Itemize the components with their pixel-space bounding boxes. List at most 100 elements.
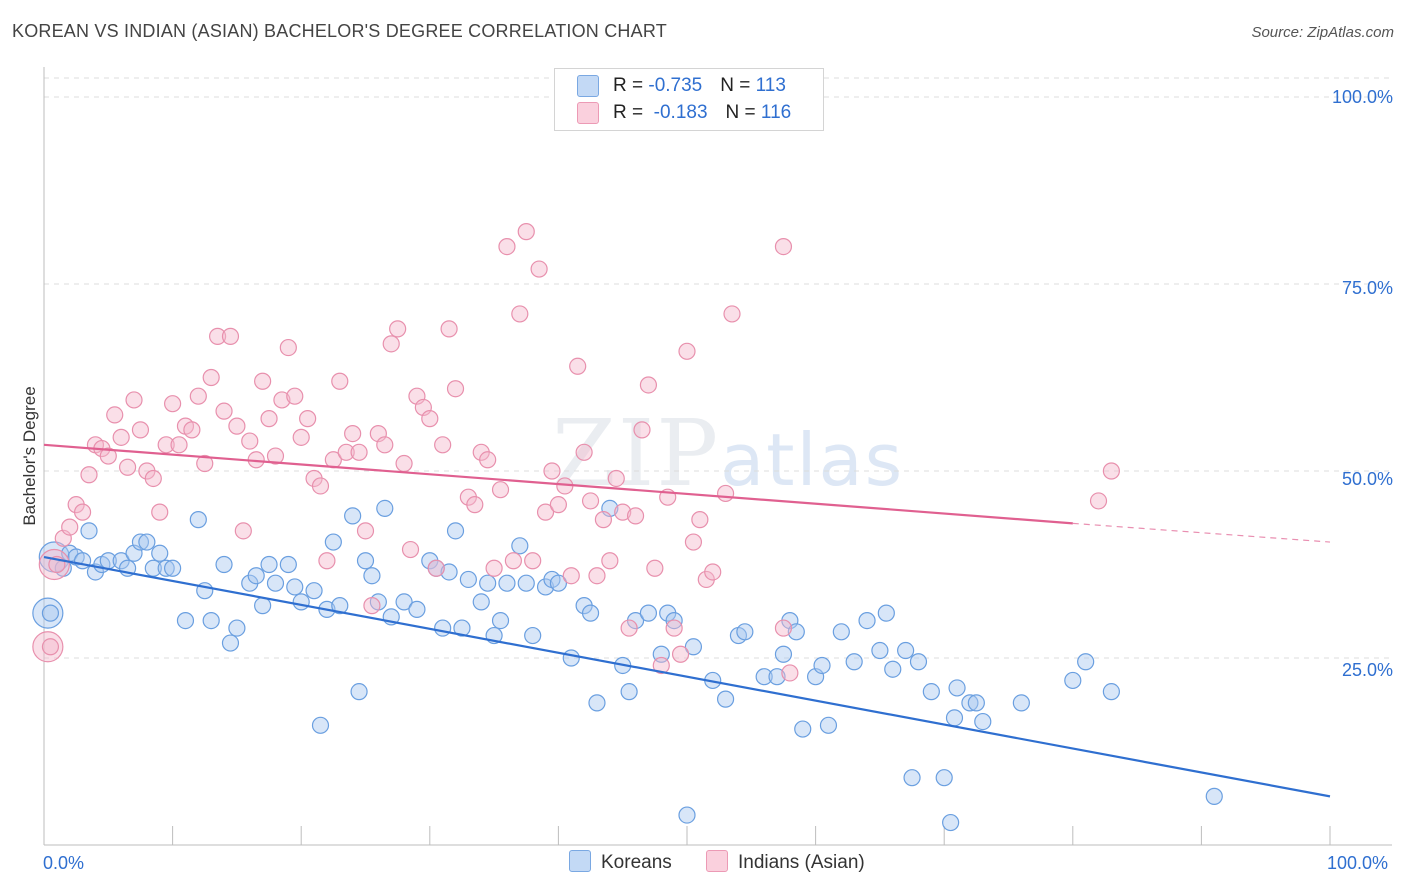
indian-point [41,638,60,656]
korean-point [524,626,542,645]
korean-point [215,555,233,574]
bottom-legend-indians: Indians (Asian) [706,850,865,874]
indian-point [723,305,741,323]
indian-point [299,410,317,428]
indian-point [646,559,664,577]
indian-point [543,462,561,480]
korean-point [1012,694,1030,712]
bottom-legend-label-koreans: Koreans [601,852,672,874]
indian-point [344,425,362,443]
korean-point [80,522,98,540]
indian-point [581,492,600,510]
indian-point [569,357,587,375]
korean-point [157,559,175,577]
korean-point [1102,683,1120,701]
korean-point [363,567,381,585]
korean-point [434,619,452,637]
indian-point [588,567,606,585]
korean-point [967,694,985,712]
bottom-legend-label-indians: Indians (Asian) [738,852,865,874]
indian-point [614,503,632,521]
indian-point [164,395,182,413]
indian-point [575,443,593,461]
indian-point [202,368,220,387]
korean-point [395,593,413,611]
indian-point [421,410,439,428]
korean-point [948,679,966,697]
korean-point [562,649,580,667]
korean-point [922,683,940,701]
indian-point [234,522,252,540]
indian-point [594,511,613,529]
korean-point [144,559,162,577]
indian-point [466,496,484,514]
korean-point [639,604,658,622]
korean-point [794,720,812,738]
korean-point [945,709,964,727]
korean-point [479,574,497,592]
indian-point [1102,462,1120,480]
indian-point [228,417,246,435]
korean-point [588,694,606,712]
indian-point [112,428,130,446]
korean-point [41,604,60,622]
indian-point [427,559,445,577]
korean-point [331,597,349,615]
korean-point [909,653,928,671]
indian-point [363,597,381,615]
korean-point [549,574,568,592]
korean-point [813,656,831,675]
korean-point [1064,671,1082,690]
korean-point [356,552,375,570]
indian-point [382,335,400,353]
korean-point [871,641,889,660]
indian-point [318,552,336,570]
korean-point [292,593,310,611]
indian-point [511,305,529,323]
indian-point [517,223,535,241]
indian-point [620,619,638,637]
legend-n-value: 116 [760,102,792,124]
indian-point [286,387,304,405]
chart-title: KOREAN VS INDIAN (ASIAN) BACHELOR'S DEGR… [12,21,667,41]
korean-point [1205,787,1223,805]
korean-point [768,668,786,686]
indian-point [691,511,709,529]
indian-point [144,469,162,488]
korean-point [736,623,754,641]
korean-point [787,623,805,641]
bottom-legend-swatch-indians [706,850,728,872]
legend-n-value: 113 [755,75,786,97]
indian-point [292,428,310,446]
korean-point [832,623,850,641]
indian-point [99,447,117,465]
indian-point [279,338,297,357]
korean-point [498,574,516,592]
indian-point [774,238,793,256]
y-tick-label-100: 100.0% [1331,87,1393,107]
korean-point [228,619,246,637]
korean-point [819,716,838,734]
y-tick-label-25: 25.0% [1341,660,1393,680]
indian-point [157,436,175,454]
indian-point [196,454,214,473]
korean-point [581,604,600,622]
korean-point [453,619,471,637]
indian-point [1089,492,1108,510]
indian-point [125,391,143,409]
korean-point [189,511,207,529]
y-tick-label-50: 50.0% [1341,469,1393,489]
indian-point [781,664,799,682]
indian-point [337,443,355,461]
legend-n-label: N = [720,75,756,97]
korean-point [678,806,696,824]
indian-point [273,391,291,409]
indian-point [73,503,92,521]
korean-large-point [32,597,64,629]
indian-point [434,436,452,454]
x-tick-label-max: 100.0% [1327,853,1389,873]
indian-point [549,496,568,514]
indian-point [151,503,169,521]
indian-trend-line [43,443,1073,525]
korean-point [344,507,362,525]
